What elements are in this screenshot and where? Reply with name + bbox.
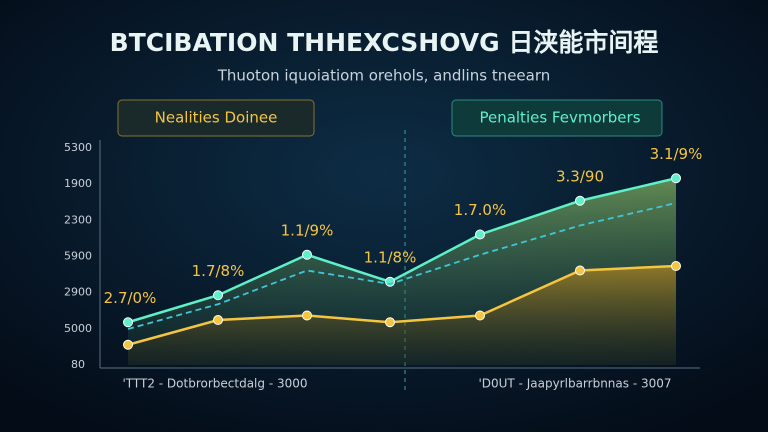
y-tick-label: 1900	[64, 177, 92, 190]
annotation: 1.1/9%	[281, 221, 334, 239]
annotation: 3.3/90	[556, 167, 604, 185]
annotation: 1.1/8%	[364, 248, 417, 266]
point	[575, 195, 585, 206]
point	[475, 310, 485, 321]
point	[671, 261, 681, 271]
x-label: 'TTT2 - Dotbrorbectdalg - 3000	[122, 377, 307, 391]
y-tick-label: 5000	[64, 322, 92, 335]
legend-label: Penalties Fevmorbers	[479, 109, 640, 127]
point	[671, 173, 681, 184]
area	[128, 266, 676, 365]
y-tick-label: 5300	[64, 141, 92, 154]
line	[127, 202, 677, 330]
x-label: 'D0UT - Jaapyrlbarrbnnas - 3007	[478, 377, 671, 391]
y-tick-label: 80	[71, 358, 85, 371]
point	[385, 317, 395, 328]
point	[123, 317, 133, 328]
annotation: 1.7/8%	[192, 262, 245, 280]
legend-box	[451, 99, 663, 137]
y-tick-label: 2900	[64, 286, 92, 299]
annotation: 3.1/9%	[650, 145, 703, 163]
point	[302, 310, 312, 321]
annotation: 2.7/0%	[104, 289, 157, 307]
y-tick-label: 2300	[64, 213, 92, 226]
legend-box	[117, 99, 315, 137]
point	[213, 315, 223, 325]
point	[475, 229, 485, 240]
title: BTCIBATION THHEXCSHOVG 日浃能市间程	[110, 28, 659, 57]
point	[575, 265, 585, 276]
legend-label: Nealities Doinee	[155, 109, 278, 127]
subtitle: Thuoton iquoiatiom orehols, andlins tnee…	[217, 67, 551, 85]
point	[213, 290, 223, 301]
point	[302, 249, 312, 260]
y-tick-label: 5900	[64, 250, 92, 263]
point	[123, 339, 133, 350]
annotation: 1.7.0%	[454, 201, 506, 219]
